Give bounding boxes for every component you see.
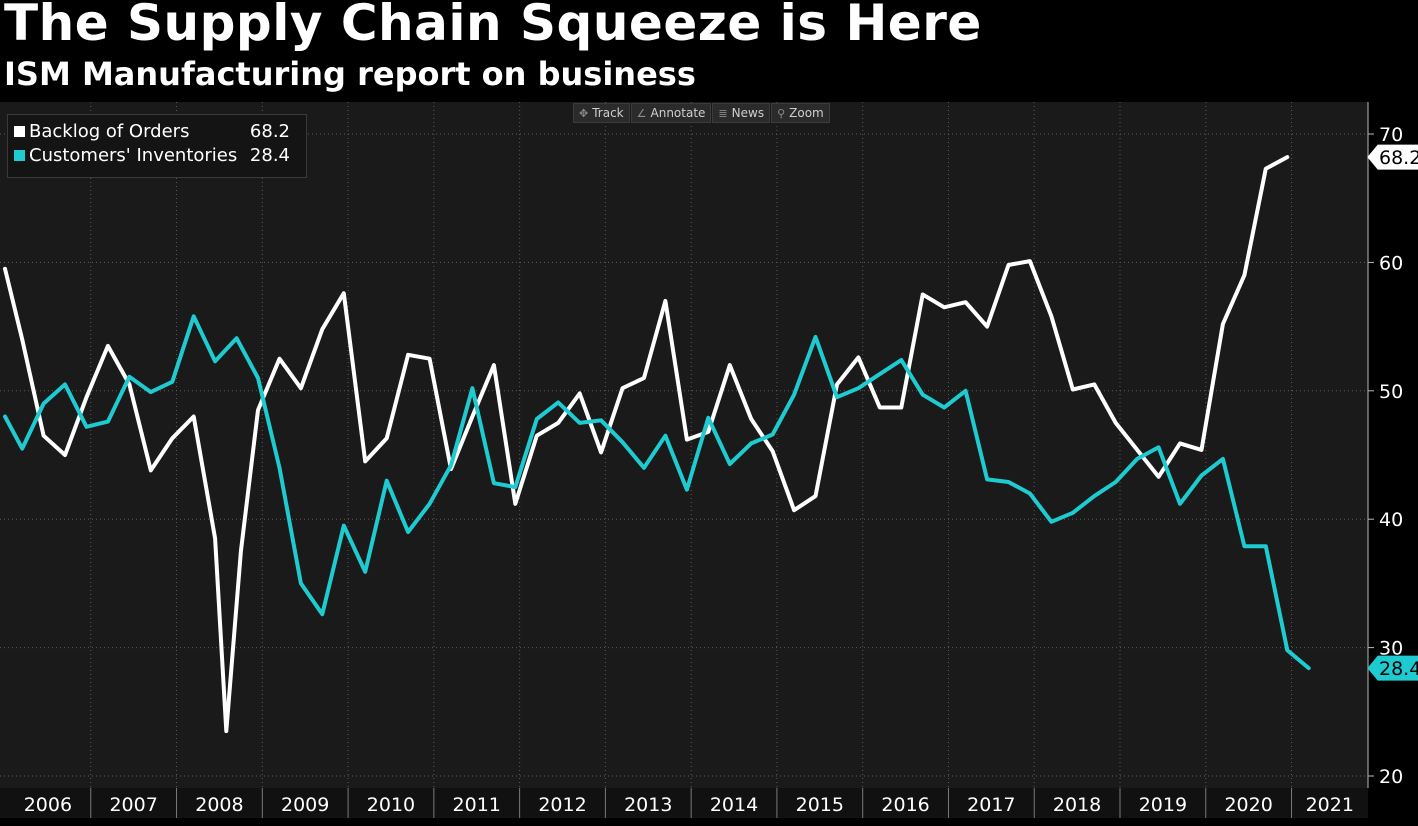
x-tick-label-2012: 2012 (538, 794, 586, 816)
y-tick-label-50: 50 (1379, 381, 1403, 403)
x-axis-bar (0, 788, 1368, 818)
axes: 20 30 40 50 60 70 2006 2007 2008 2009 2010 2011 2012… (24, 102, 1403, 818)
last-value-label-0: 68.2 (1379, 147, 1418, 169)
x-tick-label-2007: 2007 (109, 794, 157, 816)
chart-title: The Supply Chain Squeeze is Here (4, 0, 982, 52)
legend-swatch-backlog (14, 126, 25, 137)
annotate-label: Annotate (650, 106, 706, 120)
pencil-icon: ∠ (636, 107, 647, 120)
grid-lines (0, 102, 1368, 788)
zoom-label: Zoom (789, 106, 824, 120)
magnifier-icon: ⚲ (777, 107, 786, 120)
series-line-1 (3, 314, 1311, 671)
legend-label-inventories: Customers' Inventories (29, 145, 238, 166)
legend-swatch-inventories (14, 150, 25, 161)
y-tick-label-40: 40 (1379, 509, 1403, 531)
annotate-button[interactable]: ∠ Annotate (630, 103, 712, 123)
x-tick-label-2008: 2008 (195, 794, 243, 816)
x-tick-label-2018: 2018 (1053, 794, 1101, 816)
x-tick-label-2013: 2013 (624, 794, 672, 816)
x-tick-label-2017: 2017 (967, 794, 1015, 816)
x-tick-label-2015: 2015 (796, 794, 844, 816)
news-icon: ≣ (718, 107, 728, 120)
legend: Backlog of Orders 68.2 Customers' Invent… (7, 114, 307, 178)
y-tick-label-70: 70 (1379, 124, 1403, 146)
plot-area (0, 102, 1368, 788)
x-tick-label-2006: 2006 (24, 794, 72, 816)
legend-value-backlog: 68.2 (249, 121, 290, 142)
chart-subtitle: ISM Manufacturing report on business (4, 55, 696, 93)
crosshair-icon: ✥ (579, 107, 589, 120)
x-tick-label-2009: 2009 (281, 794, 329, 816)
x-tick-label-2019: 2019 (1139, 794, 1187, 816)
track-button[interactable]: ✥ Track (573, 103, 630, 123)
zoom-button[interactable]: ⚲ Zoom (771, 103, 830, 123)
series-line-0 (3, 155, 1290, 734)
series-lines (3, 155, 1311, 734)
y-tick-label-30: 30 (1379, 638, 1403, 660)
legend-label-backlog: Backlog of Orders (29, 121, 190, 142)
x-tick-label-2014: 2014 (710, 794, 758, 816)
value-labels: 68.2 28.4 (1367, 144, 1418, 681)
last-value-flag-1 (1367, 655, 1418, 681)
chart-toolbar: ✥ Track ∠ Annotate ≣ News ⚲ Zoom (573, 103, 831, 123)
legend-value-inventories: 28.4 (249, 145, 290, 166)
last-value-flag-0 (1367, 144, 1418, 170)
x-tick-label-2021: 2021 (1306, 794, 1354, 816)
news-button[interactable]: ≣ News (712, 103, 771, 123)
news-label: News (731, 106, 765, 120)
x-tick-label-2020: 2020 (1224, 794, 1272, 816)
track-label: Track (592, 106, 624, 120)
x-tick-label-2010: 2010 (367, 794, 415, 816)
legend-entry-backlog[interactable]: Backlog of Orders 68.2 (14, 121, 300, 143)
last-value-label-1: 28.4 (1379, 658, 1418, 680)
x-tick-label-2011: 2011 (453, 794, 501, 816)
x-tick-label-2016: 2016 (881, 794, 929, 816)
y-tick-label-20: 20 (1379, 766, 1403, 788)
legend-entry-inventories[interactable]: Customers' Inventories 28.4 (14, 145, 300, 167)
y-tick-label-60: 60 (1379, 252, 1403, 274)
